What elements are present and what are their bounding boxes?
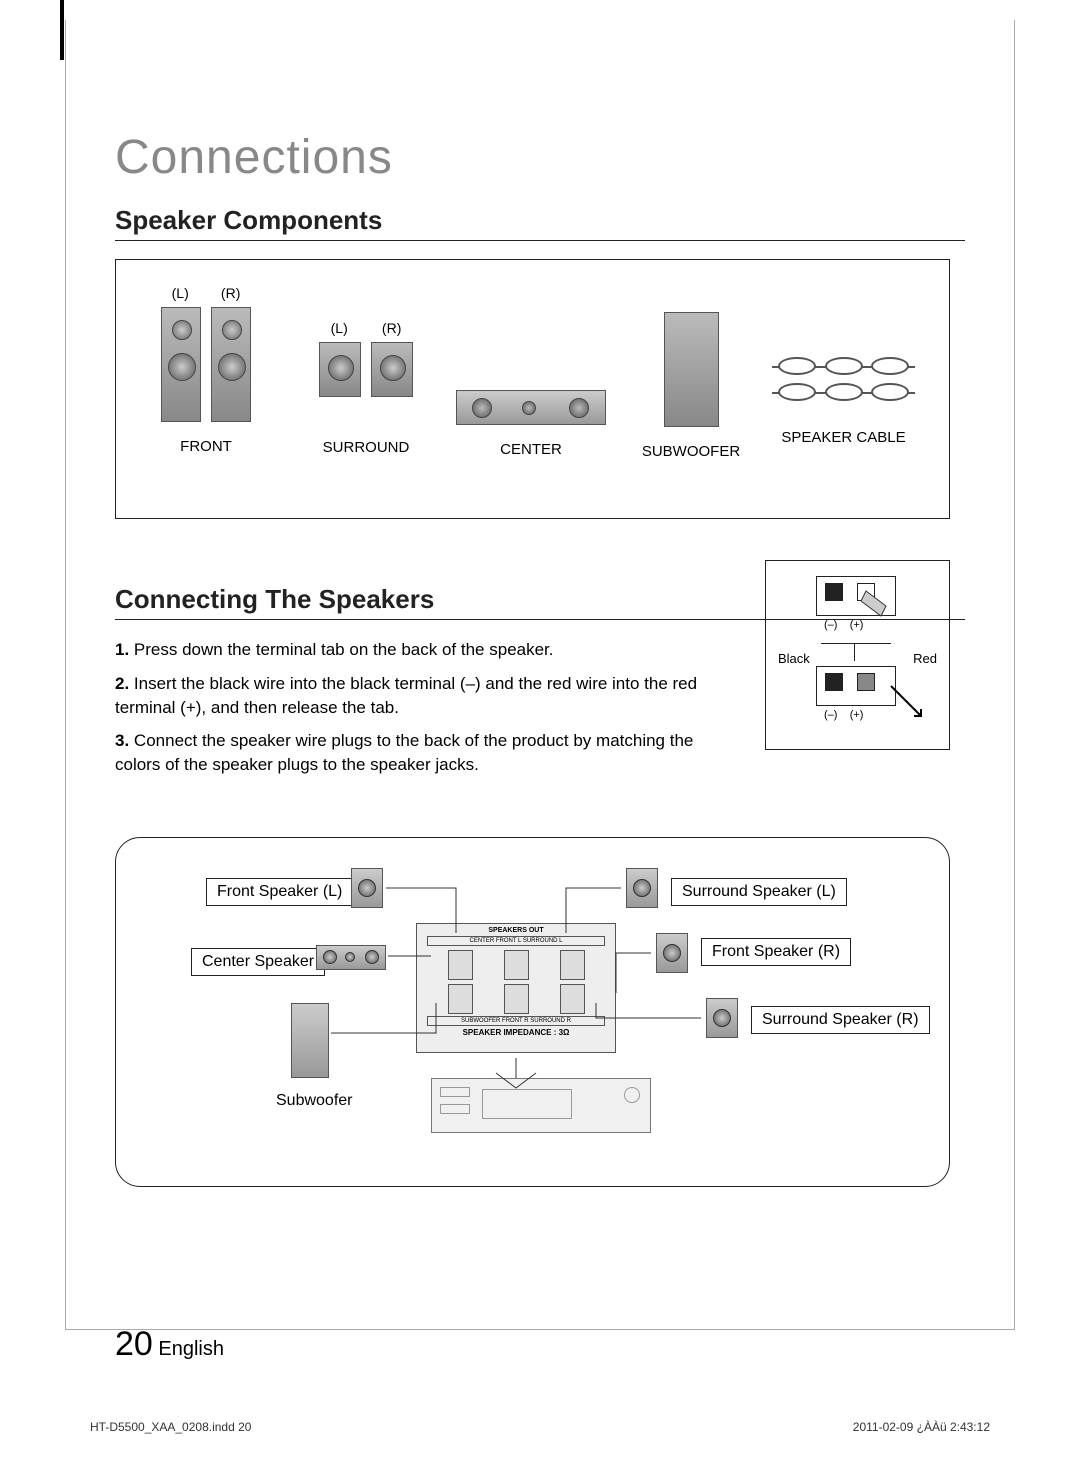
label-right: (R) — [221, 285, 240, 301]
terminal-diagram: (–) (+) Black Red (–) (+) — [765, 560, 950, 750]
front-speaker-l-icon — [161, 307, 201, 422]
wiring-diagram: Front Speaker (L) Center Speaker Subwoof… — [115, 837, 950, 1187]
timestamp-slug: 2011-02-09 ¿ÀÀü 2:43:12 — [853, 1420, 990, 1434]
label-subwoofer: SUBWOOFER — [636, 443, 746, 460]
page-crop-mark — [60, 0, 64, 60]
page-number: 20 — [115, 1325, 153, 1363]
label-left: (L) — [331, 320, 348, 336]
cable-icon — [778, 383, 816, 401]
surround-speaker-r-icon — [371, 342, 413, 397]
label-front-r: Front Speaker (R) — [701, 938, 851, 966]
label-neg: (–) — [824, 709, 837, 721]
cable-icon — [825, 383, 863, 401]
center-speaker-icon — [316, 945, 386, 970]
cable-icon — [871, 383, 909, 401]
cable-icon — [871, 357, 909, 375]
speaker-icon — [656, 933, 688, 973]
label-pos: (+) — [850, 619, 864, 631]
speaker-icon — [706, 998, 738, 1038]
label-red: Red — [913, 651, 937, 666]
instruction-list: 1. Press down the terminal tab on the ba… — [115, 638, 725, 777]
speaker-out-panel: SPEAKERS OUT CENTER FRONT L SURROUND L S… — [416, 923, 616, 1053]
center-speaker-icon — [456, 390, 606, 425]
label-cable: SPEAKER CABLE — [756, 429, 931, 446]
receiver-unit-icon — [431, 1078, 651, 1133]
subwoofer-icon — [664, 312, 719, 427]
label-surround-l: Surround Speaker (L) — [671, 878, 847, 906]
label-surround-r: Surround Speaker (R) — [751, 1006, 930, 1034]
hand-icon — [861, 586, 911, 636]
label-subwoofer: Subwoofer — [266, 1088, 363, 1114]
page-footer: 20 English — [115, 1325, 224, 1364]
page-title: Connections — [115, 130, 965, 185]
file-slug: HT-D5500_XAA_0208.indd 20 — [90, 1420, 251, 1434]
step-3: 3. Connect the speaker wire plugs to the… — [115, 729, 725, 777]
page-language: English — [158, 1338, 224, 1360]
subwoofer-icon — [291, 1003, 329, 1078]
speaker-icon — [626, 868, 658, 908]
label-front-l: Front Speaker (L) — [206, 878, 353, 906]
label-right: (R) — [382, 320, 401, 336]
cable-icon — [825, 357, 863, 375]
step-2: 2. Insert the black wire into the black … — [115, 672, 725, 720]
label-center-spk: Center Speaker — [191, 948, 325, 976]
label-front: FRONT — [141, 438, 271, 455]
page-content: Connections Speaker Components (L) (R) F… — [115, 130, 965, 1187]
label-black: Black — [778, 651, 810, 666]
components-diagram: (L) (R) FRONT (L) (R) SURROUND — [115, 259, 950, 519]
arrow-down-icon — [886, 681, 941, 736]
label-surround: SURROUND — [296, 439, 436, 456]
front-speaker-r-icon — [211, 307, 251, 422]
speaker-icon — [351, 868, 383, 908]
label-left: (L) — [172, 285, 189, 301]
label-center: CENTER — [446, 441, 616, 458]
label-pos: (+) — [850, 709, 864, 721]
surround-speaker-l-icon — [319, 342, 361, 397]
section-heading-components: Speaker Components — [115, 205, 965, 241]
step-1: 1. Press down the terminal tab on the ba… — [115, 638, 725, 662]
label-neg: (–) — [824, 619, 837, 631]
cable-icon — [778, 357, 816, 375]
